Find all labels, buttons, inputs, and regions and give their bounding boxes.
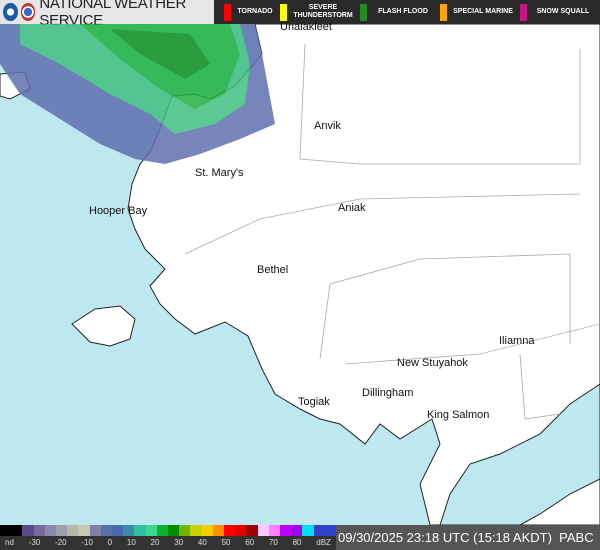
warning-label: FLASH FLOOD <box>378 8 428 15</box>
warning-swatch <box>280 3 287 21</box>
legend-tick: 0 <box>107 538 113 547</box>
footer: nd -30 -20 -10 0 10 20 30 40 50 60 70 80 dBZ 09/30/20… <box>0 525 600 550</box>
color-step <box>112 525 124 536</box>
color-step <box>291 525 303 536</box>
color-step <box>22 525 34 536</box>
city-label: King Salmon <box>427 409 490 421</box>
timestamp-text: 09/30/2025 23:18 UTC (15:18 AKDT) <box>338 530 552 545</box>
color-step <box>168 525 180 536</box>
legend-tick: -20 <box>55 538 67 547</box>
legend-tick: -30 <box>28 538 41 547</box>
alaska-peninsula <box>519 478 600 525</box>
legend-ticks: nd -30 -20 -10 0 10 20 30 40 50 60 70 80 dBZ <box>0 536 336 547</box>
warning-label: SEVERE THUNDERSTORM <box>293 4 353 19</box>
city-label: Bethel <box>257 264 289 276</box>
borders <box>184 43 600 420</box>
nunivak-island <box>71 305 136 347</box>
warning-swatch <box>360 3 367 21</box>
legend-tick: 20 <box>150 538 160 547</box>
color-step <box>134 525 146 536</box>
legend-tick: 80 <box>292 538 302 547</box>
station-id: PABC <box>559 530 594 545</box>
legend-tick: 70 <box>268 538 278 547</box>
city-label: Dillingham <box>362 387 414 399</box>
color-step <box>224 525 236 536</box>
color-step <box>145 525 157 536</box>
color-step <box>246 525 258 536</box>
warning-label: SPECIAL MARINE <box>453 8 513 15</box>
color-step <box>11 525 23 536</box>
color-step <box>324 525 337 536</box>
legend-tick: 30 <box>174 538 184 547</box>
warning-special-marine: SPECIAL MARINE <box>440 3 514 21</box>
city-label: St. Mary's <box>195 167 244 179</box>
brand: NATIONAL WEATHER SERVICE <box>0 0 214 29</box>
city-label: Iliamna <box>499 335 535 347</box>
warning-severe-thunderstorm: SEVERE THUNDERSTORM <box>280 3 354 21</box>
warning-swatch <box>224 3 231 21</box>
color-step <box>212 525 225 536</box>
legend-tick: 10 <box>126 538 136 547</box>
color-step <box>257 525 269 536</box>
color-step <box>190 525 202 536</box>
color-step <box>280 525 292 536</box>
warning-label: TORNADO <box>237 8 273 15</box>
legend-tick: -10 <box>81 538 93 547</box>
color-step <box>67 525 79 536</box>
color-step <box>89 525 101 536</box>
header: NATIONAL WEATHER SERVICE TORNADO SEVERE T… <box>0 0 600 29</box>
warning-snow-squall: SNOW SQUALL <box>520 3 594 21</box>
city-label: Unalakleet <box>280 21 332 33</box>
legend-tick: 50 <box>221 538 231 547</box>
radar-map[interactable] <box>0 24 600 525</box>
legend-tick: 60 <box>245 538 255 547</box>
color-scale <box>0 525 337 536</box>
color-step <box>302 525 314 536</box>
legend-tick: dBZ <box>316 538 331 547</box>
color-step <box>0 525 12 536</box>
city-label: Aniak <box>338 202 366 214</box>
color-step <box>201 525 213 536</box>
city-label: New Stuyahok <box>397 357 468 369</box>
warning-swatch <box>520 3 527 21</box>
nws-logo-icon <box>20 3 36 21</box>
legend-tick: nd <box>5 538 14 547</box>
warning-tornado: TORNADO <box>224 3 274 21</box>
color-step <box>78 525 90 536</box>
noaa-logo-icon <box>3 3 18 21</box>
color-step <box>56 525 68 536</box>
color-step <box>44 525 57 536</box>
color-step <box>33 525 45 536</box>
color-step <box>156 525 169 536</box>
color-step <box>179 525 191 536</box>
warning-flash-flood: FLASH FLOOD <box>360 3 434 21</box>
timestamp: 09/30/2025 23:18 UTC (15:18 AKDT) PABC <box>336 525 600 550</box>
color-step <box>313 525 325 536</box>
reflectivity-legend: nd -30 -20 -10 0 10 20 30 40 50 60 70 80 dBZ <box>0 525 337 550</box>
warning-swatch <box>440 3 447 21</box>
warning-legend: TORNADO SEVERE THUNDERSTORM FLASH FLOOD SPE… <box>214 0 600 24</box>
color-step <box>123 525 135 536</box>
legend-tick: 40 <box>197 538 207 547</box>
city-label: Togiak <box>298 396 330 408</box>
color-step <box>268 525 281 536</box>
radar-echoes <box>0 24 275 164</box>
city-label: Hooper Bay <box>89 205 148 217</box>
color-step <box>235 525 247 536</box>
warning-label: SNOW SQUALL <box>536 8 590 15</box>
color-step <box>100 525 113 536</box>
city-label: Anvik <box>314 120 341 132</box>
